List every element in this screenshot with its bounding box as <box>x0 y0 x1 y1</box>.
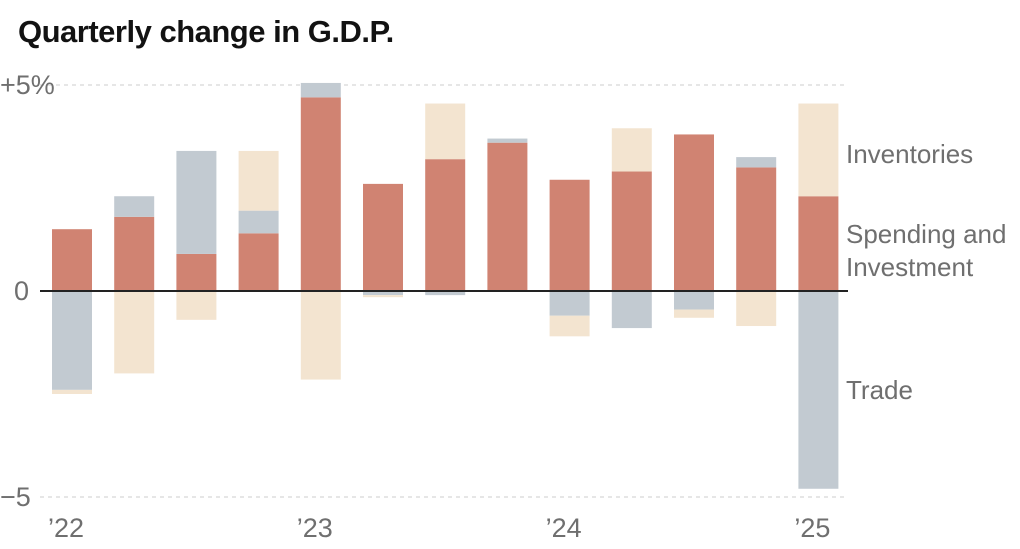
gridlines <box>40 84 848 498</box>
bar-spending-7 <box>487 142 528 291</box>
chart-title: Quarterly change in G.D.P. <box>18 14 394 49</box>
bar-inventories-8 <box>549 315 590 337</box>
bar-trade-6 <box>425 291 466 296</box>
bar-inventories-11 <box>736 291 777 327</box>
bar-spending-11 <box>736 167 777 291</box>
x-tick-label-1: ’23 <box>297 513 333 543</box>
bar-inventories-3 <box>238 150 279 211</box>
bar-spending-9 <box>611 171 652 291</box>
bar-trade-1 <box>114 196 155 217</box>
bar-spending-2 <box>176 253 217 291</box>
bar-trade-5 <box>363 291 403 296</box>
bar-spending-3 <box>238 233 279 291</box>
x-tick-label-3: ’25 <box>794 513 830 543</box>
bar-trade-9 <box>611 291 652 329</box>
bar-trade-10 <box>674 291 714 310</box>
bar-inventories-5 <box>363 295 403 298</box>
x-tick-label-0: ’22 <box>48 513 84 543</box>
legend-label-spending-2: Investment <box>846 252 974 282</box>
bar-spending-5 <box>363 183 403 291</box>
bar-trade-11 <box>736 157 777 168</box>
bar-trade-0 <box>52 291 92 390</box>
axes: +5% 0 −5 ’22 ’23 ’24 ’25 <box>0 70 848 543</box>
bars <box>52 82 839 489</box>
bar-spending-12 <box>798 196 839 291</box>
legend-label-trade-3: Trade <box>846 375 913 405</box>
y-tick-label-2: −5 <box>0 482 31 512</box>
bar-inventories-4 <box>300 291 341 380</box>
bar-spending-1 <box>114 216 155 291</box>
bar-inventories-12 <box>798 103 839 197</box>
bar-trade-12 <box>798 291 839 489</box>
bar-inventories-10 <box>674 309 714 318</box>
bar-trade-8 <box>549 291 590 316</box>
legend-label-spending-1: Spending and <box>846 219 1006 249</box>
bar-trade-4 <box>300 82 341 98</box>
bar-spending-0 <box>52 229 92 291</box>
y-tick-label-0: +5% <box>0 70 55 100</box>
x-tick-label-2: ’24 <box>546 513 582 543</box>
bar-spending-10 <box>674 134 714 291</box>
bar-inventories-6 <box>425 103 466 160</box>
bar-inventories-2 <box>176 291 217 320</box>
bar-spending-6 <box>425 159 466 291</box>
bar-inventories-0 <box>52 389 92 394</box>
bar-spending-8 <box>549 179 590 291</box>
bar-inventories-9 <box>611 128 652 172</box>
bar-inventories-1 <box>114 291 155 374</box>
bar-spending-4 <box>300 97 341 291</box>
bar-trade-3 <box>238 210 279 234</box>
y-tick-label-1: 0 <box>14 276 29 306</box>
bar-trade-7 <box>487 138 528 143</box>
bar-trade-2 <box>176 150 217 254</box>
legend-label-inventories-0: Inventories <box>846 139 973 169</box>
